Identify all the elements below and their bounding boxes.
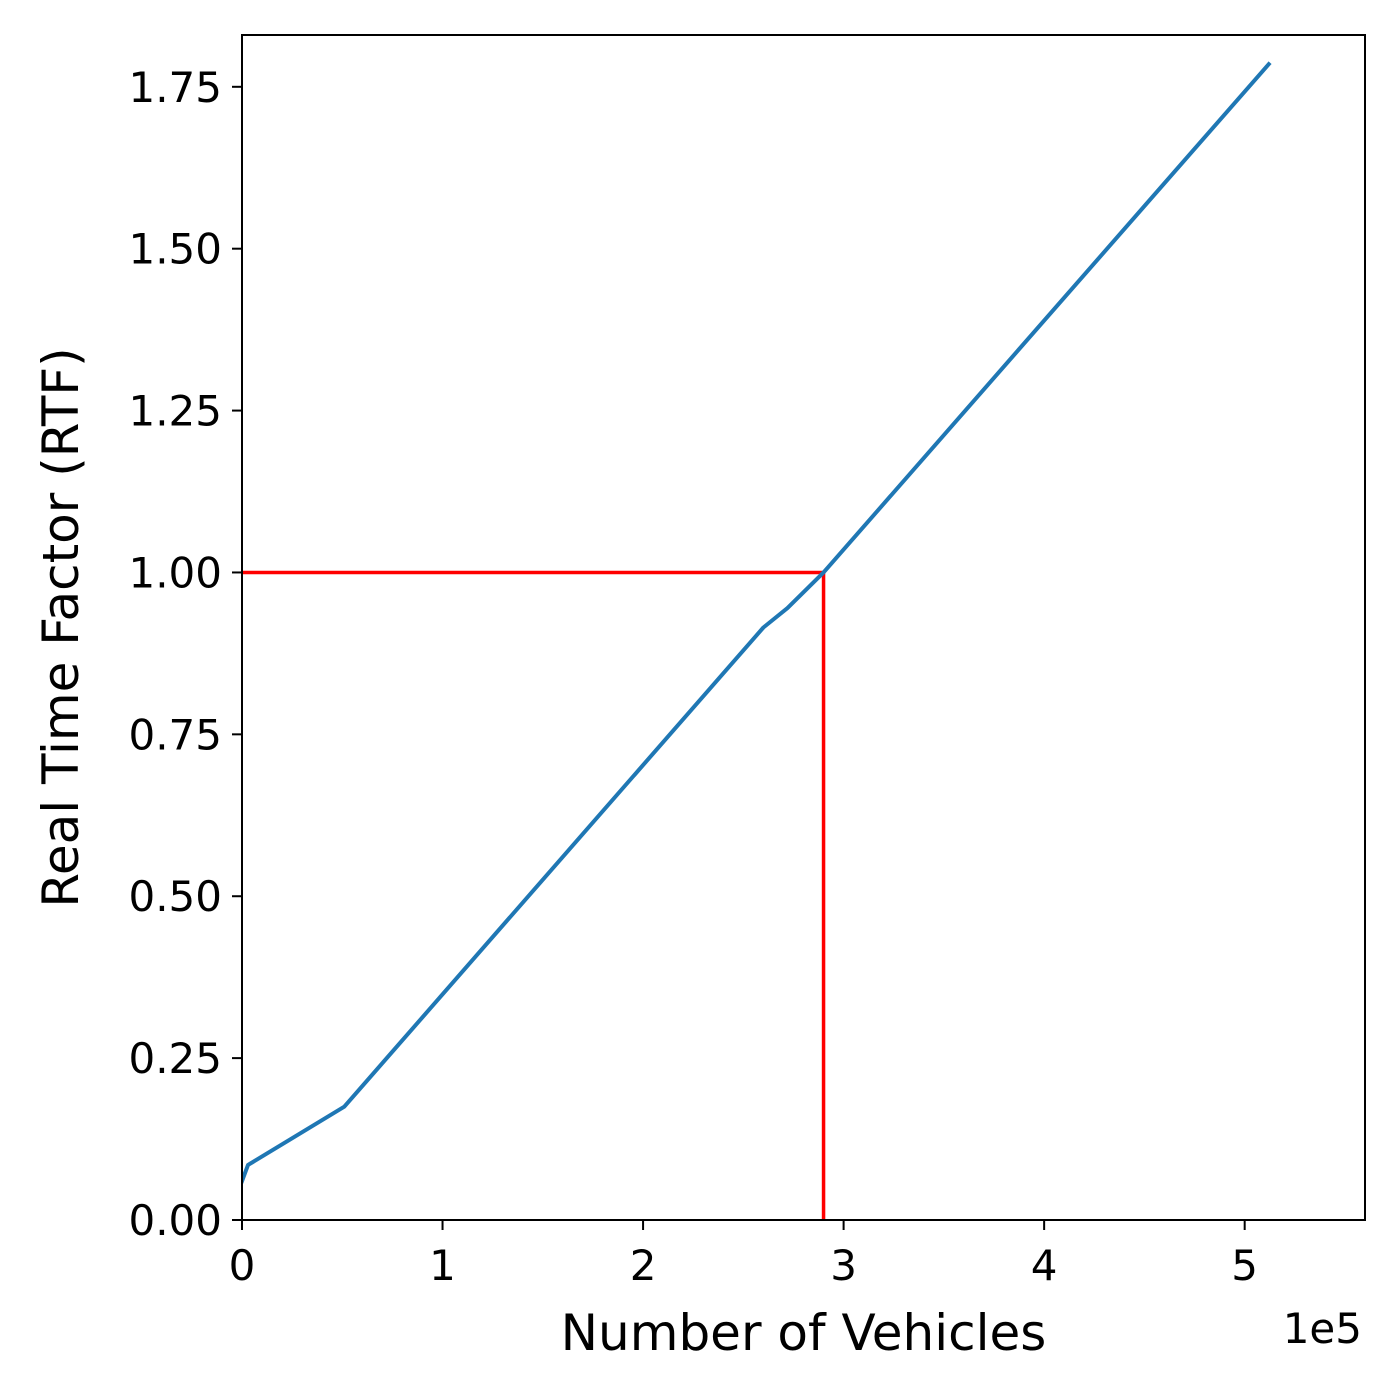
y-tick-label: 0.50 [128, 872, 222, 921]
series-line-0 [242, 61, 1272, 1184]
y-tick-label: 0.00 [128, 1196, 222, 1245]
x-tick-label: 4 [1031, 1241, 1058, 1290]
axis-ticks: 0 1 2 3 4 5 0.00 0.25 0.50 0.75 1.00 1.25 1.50 1.75 [128, 63, 1258, 1290]
plot-frame [241, 34, 1366, 1221]
y-tick-label: 1.50 [128, 225, 222, 274]
plot-content [242, 61, 1272, 1220]
x-axis-offset-label: 1e5 [1283, 1304, 1362, 1353]
x-tick-label: 2 [630, 1241, 657, 1290]
y-tick-label: 1.25 [128, 387, 222, 436]
y-tick-label: 1.75 [128, 63, 222, 112]
y-tick-label: 0.25 [128, 1034, 222, 1083]
y-tick-label: 0.75 [128, 710, 222, 759]
x-tick-label: 5 [1231, 1241, 1258, 1290]
x-tick-label: 0 [229, 1241, 256, 1290]
x-axis-title: Number of Vehicles [561, 1304, 1047, 1362]
x-tick-label: 3 [830, 1241, 857, 1290]
x-tick-label: 1 [429, 1241, 456, 1290]
y-tick-label: 1.00 [128, 548, 222, 597]
y-axis-title: Real Time Factor (RTF) [32, 347, 90, 907]
